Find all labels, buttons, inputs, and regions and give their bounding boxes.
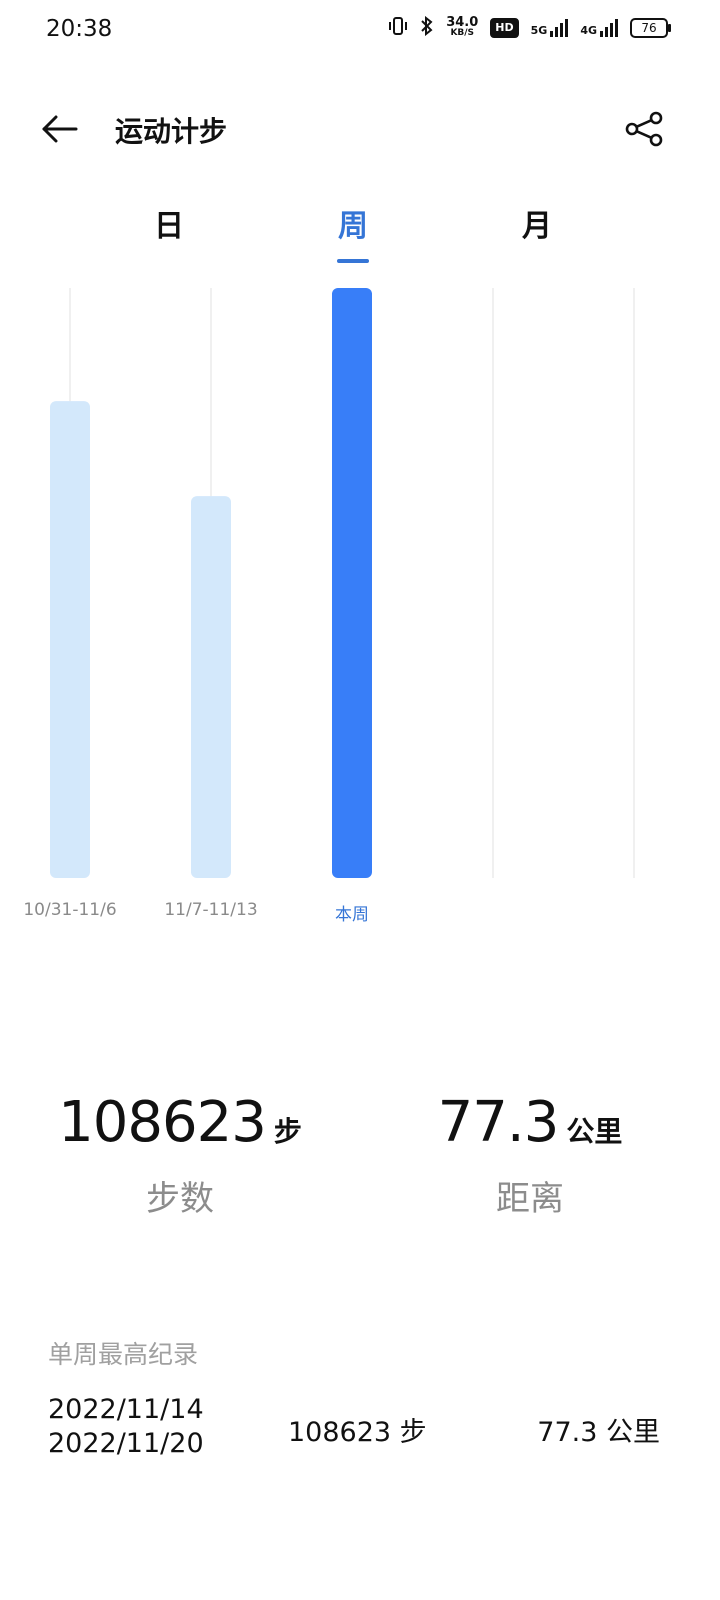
record-row: 2022/11/14 2022/11/20 108623 步 77.3 公里 xyxy=(48,1393,672,1463)
record-date-end: 2022/11/20 xyxy=(48,1428,204,1459)
record-date-range: 2022/11/14 2022/11/20 xyxy=(48,1393,204,1461)
record-date-start: 2022/11/14 xyxy=(48,1394,204,1425)
distance-label: 距离 xyxy=(496,1179,564,1219)
network-speed: 34.0 KB/S xyxy=(446,15,479,38)
record-distance: 77.3 公里 xyxy=(537,1417,660,1448)
back-arrow-icon[interactable] xyxy=(40,113,80,145)
header: 运动计步 xyxy=(0,95,720,165)
signal-icon: 5G xyxy=(531,19,569,37)
steps-label: 步数 xyxy=(146,1179,214,1219)
chart-bar[interactable] xyxy=(50,401,90,878)
signal-icon-2: 4G xyxy=(580,19,618,37)
tab-week[interactable]: 周 xyxy=(338,209,368,244)
chart-bar[interactable] xyxy=(191,496,231,878)
x-label-week-1[interactable]: 10/31-11/6 xyxy=(23,900,117,920)
bluetooth-icon xyxy=(420,15,434,40)
page-title: 运动计步 xyxy=(115,115,228,148)
status-bar: 20:38 34.0 KB/S HD 5G 4G 76 xyxy=(0,0,720,64)
chart-bar[interactable] xyxy=(332,288,372,878)
record-steps: 108623 步 xyxy=(288,1417,427,1448)
x-label-week-2[interactable]: 11/7-11/13 xyxy=(164,900,258,920)
status-icons: 34.0 KB/S HD 5G 4G 76 xyxy=(388,15,671,40)
chart-canvas xyxy=(50,288,635,878)
record-title: 单周最高纪录 xyxy=(48,1340,199,1369)
distance-unit: 公里 xyxy=(566,1115,623,1148)
share-icon[interactable] xyxy=(624,111,664,147)
steps-value: 108623 xyxy=(58,1090,267,1155)
x-label-week-current[interactable]: 本周 xyxy=(335,905,369,925)
tab-indicator xyxy=(337,259,369,263)
status-time: 20:38 xyxy=(46,16,113,42)
distance-stat: 77.3 公里 距离 xyxy=(350,1090,710,1220)
period-tabs: 日 周 月 xyxy=(0,195,720,265)
vibrate-icon xyxy=(388,16,408,40)
distance-value: 77.3 xyxy=(437,1090,560,1155)
steps-unit: 步 xyxy=(273,1115,302,1148)
hd-badge: HD xyxy=(490,18,519,38)
tab-month[interactable]: 月 xyxy=(522,209,552,244)
tab-day[interactable]: 日 xyxy=(154,209,184,244)
battery-icon: 76 xyxy=(630,18,671,38)
steps-stat: 108623 步 步数 xyxy=(0,1090,360,1220)
weekly-steps-chart: 10/31-11/6 11/7-11/13 本周 xyxy=(0,285,720,935)
